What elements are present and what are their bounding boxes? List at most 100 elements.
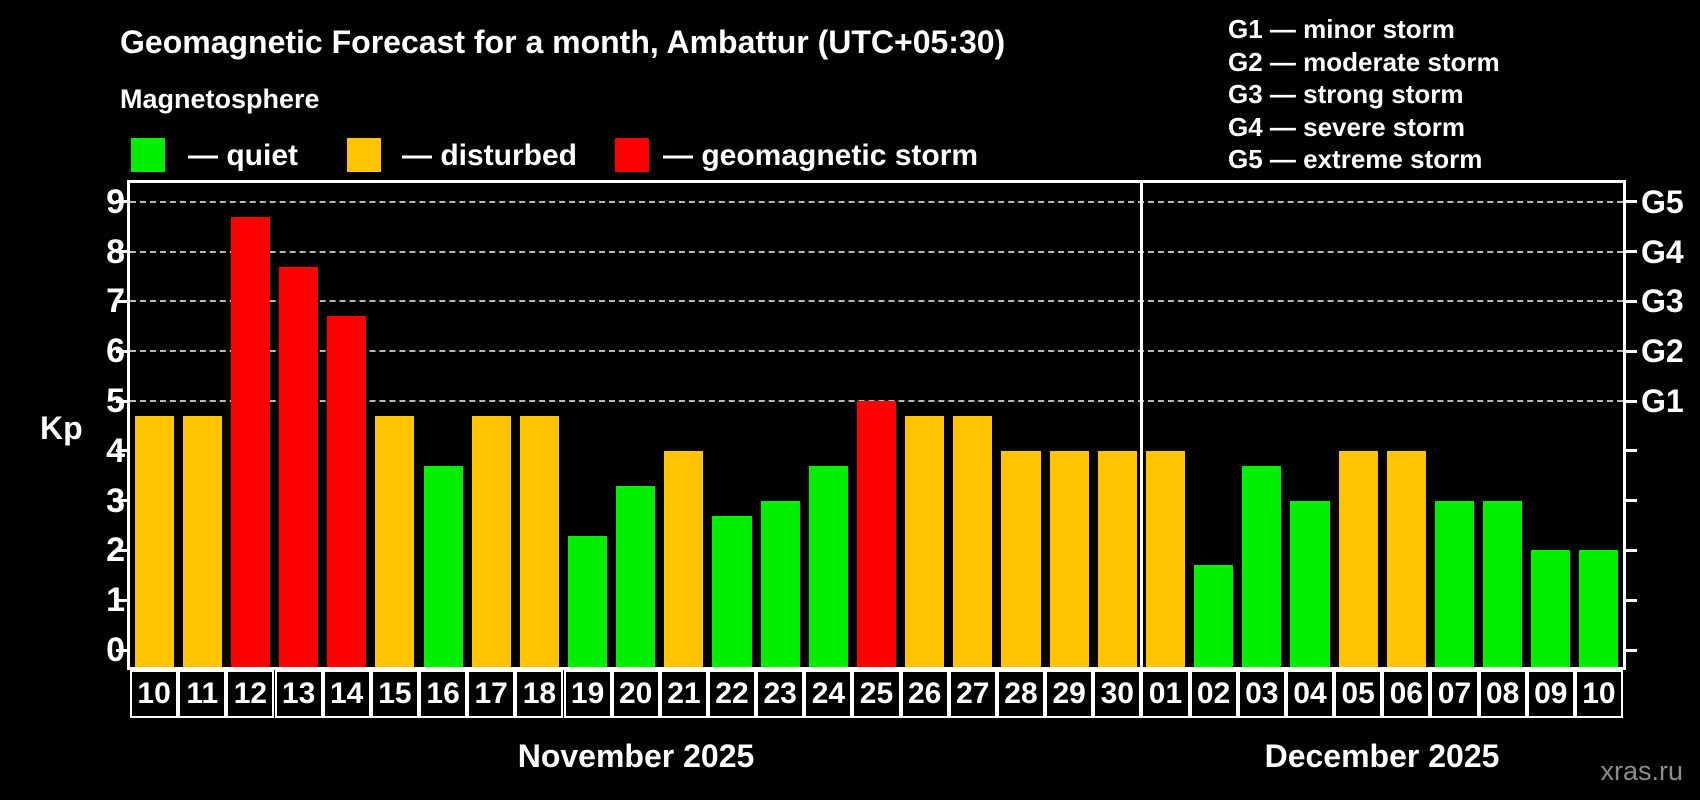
kp-bar: [182, 415, 222, 667]
y-tick-label: 1: [106, 581, 125, 620]
kp-bar: [856, 401, 897, 667]
kp-bar: [616, 485, 656, 667]
date-cell: 14: [322, 670, 371, 718]
date-cell: 22: [707, 670, 757, 718]
date-cell: 21: [659, 670, 708, 718]
g-level-label-G4: G4: [1641, 233, 1684, 270]
date-cell: 10: [130, 670, 179, 718]
date-cell: 03: [1237, 670, 1286, 718]
right-axis-tick: [1623, 598, 1637, 602]
kp-bar: [1290, 500, 1330, 667]
date-cell: 02: [1189, 670, 1238, 718]
quiet-legend-label: — quiet: [188, 139, 298, 172]
kp-bar: [327, 316, 367, 667]
y-tick-label: 8: [106, 232, 125, 271]
kp-bar: [375, 415, 415, 667]
right-axis-tick: [1623, 548, 1637, 552]
kp-bar: [1145, 450, 1186, 667]
g-legend-item: G3 — strong storm: [1228, 79, 1464, 110]
y-tick-label: 2: [106, 531, 125, 570]
storm-color-swatch: [615, 138, 649, 172]
gridline-G3: [130, 300, 1623, 303]
kp-bar: [953, 415, 993, 667]
date-cell: 10: [1574, 670, 1623, 718]
right-axis-tick: [1623, 648, 1637, 652]
right-axis-tick: [1623, 250, 1637, 254]
kp-bar: [423, 465, 463, 667]
y-axis-tick: [116, 250, 130, 254]
disturbed-color-swatch: [347, 138, 381, 172]
right-axis-tick: [1623, 499, 1637, 503]
y-axis-tick: [116, 200, 130, 204]
y-axis-label: Kp: [40, 410, 83, 446]
gridline-G4: [130, 250, 1623, 253]
right-axis-tick: [1623, 399, 1637, 403]
date-cell: 26: [900, 670, 949, 718]
y-tick-label: 6: [106, 332, 125, 371]
kp-bar: [1434, 500, 1475, 667]
date-cell: 29: [1045, 670, 1094, 718]
gridline-G5: [130, 200, 1623, 203]
y-tick-label: 3: [106, 481, 125, 520]
kp-bar: [519, 415, 559, 667]
date-cell: 20: [611, 670, 660, 718]
date-cell: 27: [948, 670, 997, 718]
y-axis-tick: [116, 598, 130, 602]
kp-bar: [1242, 465, 1282, 667]
kp-bar: [1483, 500, 1523, 667]
date-cell: 08: [1478, 670, 1527, 718]
y-tick-label: 9: [106, 182, 125, 221]
date-cell: 23: [756, 670, 805, 718]
g-level-label-G5: G5: [1641, 183, 1684, 220]
right-axis-tick: [1623, 299, 1637, 303]
kp-bar: [1049, 450, 1089, 667]
month-label: December 2025: [1264, 738, 1500, 774]
kp-bar: [1097, 450, 1137, 667]
kp-bar: [760, 500, 800, 667]
kp-bar: [712, 515, 752, 667]
y-tick-label: 0: [106, 631, 125, 669]
y-axis-tick: [116, 299, 130, 303]
gridline-G2: [130, 350, 1623, 353]
y-tick-label: 7: [106, 282, 125, 321]
right-axis-tick: [1623, 200, 1637, 204]
kp-bar: [568, 535, 608, 667]
g-legend-item: G5 — extreme storm: [1228, 144, 1483, 175]
date-cell: 04: [1285, 670, 1335, 718]
watermark: xras.ru: [1600, 756, 1683, 786]
date-cell: 28: [996, 670, 1046, 718]
g-legend-item: G1 — minor storm: [1228, 14, 1455, 44]
month-label: November 2025: [517, 738, 755, 774]
y-axis-tick: [116, 349, 130, 353]
date-cell: 06: [1382, 670, 1431, 718]
g-legend-item: G2 — moderate storm: [1228, 46, 1500, 77]
g-level-label-G3: G3: [1641, 283, 1684, 320]
g-level-label-G2: G2: [1641, 333, 1684, 370]
kp-bar: [905, 415, 945, 667]
legend-title: Magnetosphere: [120, 84, 320, 114]
kp-bar: [664, 450, 704, 667]
kp-bar: [1001, 450, 1041, 667]
plot-frame: [127, 180, 1626, 670]
date-cell: 07: [1430, 670, 1479, 718]
right-axis-tick: [1623, 449, 1637, 453]
kp-bar: [1531, 550, 1571, 667]
g-level-label-G1: G1: [1641, 383, 1684, 419]
kp-bar: [808, 465, 848, 667]
right-axis-tick: [1623, 349, 1637, 353]
kp-bar: [471, 415, 511, 667]
date-cell: 01: [1141, 670, 1190, 718]
kp-bar: [134, 415, 174, 667]
date-cell: 19: [563, 670, 612, 718]
date-cell: 24: [804, 670, 853, 718]
date-cell: 17: [467, 670, 516, 718]
kp-bar: [1338, 450, 1378, 667]
g-scale-legend: G1 — minor storm G2 — moderate storm G3 …: [1228, 13, 1500, 176]
date-cell: 15: [370, 670, 419, 718]
y-tick-label: 4: [106, 431, 125, 470]
chart-title: Geomagnetic Forecast for a month, Ambatt…: [120, 24, 1006, 60]
kp-bar: [279, 266, 319, 667]
kp-bar: [230, 216, 270, 667]
kp-bar: [1386, 450, 1426, 667]
